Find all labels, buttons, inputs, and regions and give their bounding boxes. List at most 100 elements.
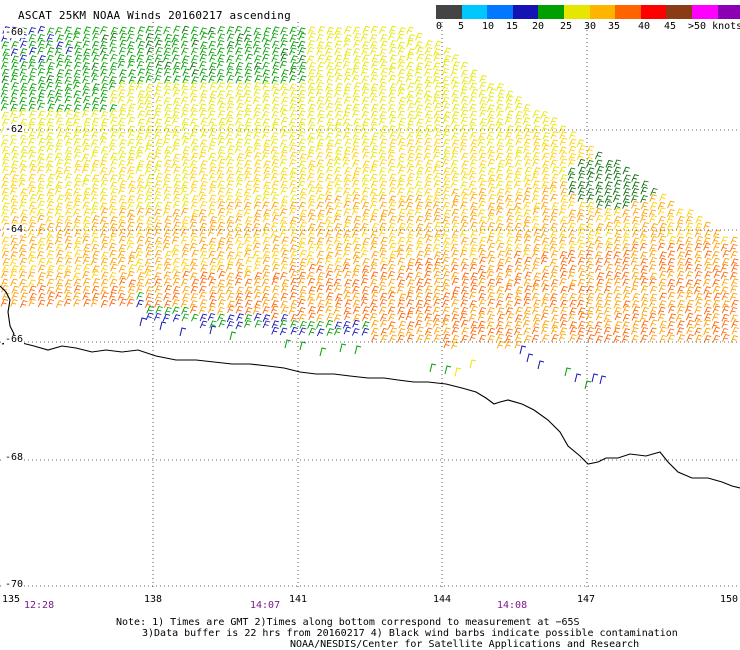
wind-barb: [244, 265, 253, 274]
wind-barb: [478, 307, 487, 315]
wind-barb: [371, 250, 379, 259]
wind-barb: [694, 327, 702, 336]
wind-barb: [73, 200, 81, 209]
wind-barb: [146, 61, 154, 70]
wind-barb: [379, 158, 387, 167]
wind-barb: [244, 68, 253, 77]
wind-barb: [325, 47, 333, 56]
wind-barb: [613, 271, 622, 280]
wind-barb: [118, 235, 127, 244]
wind-barb: [406, 187, 415, 195]
wind-barb: [335, 293, 343, 302]
wind-barb: [181, 215, 190, 224]
wind-barb: [280, 53, 288, 62]
wind-barb: [406, 139, 415, 147]
wind-barb: [361, 179, 370, 188]
wind-barb: [145, 228, 154, 237]
wind-barb: [244, 62, 253, 71]
wind-barb: [596, 223, 604, 231]
wind-barb: [677, 306, 685, 314]
wind-barb: [298, 118, 307, 126]
wind-barb: [307, 200, 316, 209]
wind-barb: [262, 222, 271, 231]
wind-barb: [397, 103, 406, 112]
wind-barb: [334, 97, 343, 106]
wind-barb: [9, 109, 18, 118]
wind-barb: [135, 34, 144, 42]
note-line-3: NOAA/NESDIS/Center for Satellite Applica…: [290, 639, 640, 650]
wind-barb: [585, 223, 594, 231]
wind-barb: [226, 173, 235, 181]
wind-barb: [433, 264, 441, 272]
wind-barb: [225, 207, 234, 216]
wind-barb: [136, 47, 145, 56]
wind-barb: [38, 272, 46, 280]
wind-barb: [270, 230, 279, 239]
wind-barb: [108, 82, 117, 90]
wind-barb: [343, 230, 351, 238]
wind-barb: [190, 47, 199, 56]
wind-barb: [389, 334, 397, 343]
wind-barb: [568, 243, 577, 251]
wind-barb: [352, 131, 361, 140]
wind-barb: [234, 223, 243, 231]
wind-barb: [280, 173, 288, 182]
wind-barb: [191, 69, 199, 77]
wind-barb: [189, 186, 198, 195]
wind-barb: [380, 236, 388, 245]
wind-barb: [253, 131, 261, 140]
wind-barb: [209, 292, 217, 300]
wind-barb: [307, 39, 316, 48]
wind-barb: [405, 74, 414, 83]
wind-barb: [81, 153, 90, 162]
wind-barb: [55, 284, 64, 293]
wind-barb: [496, 202, 504, 210]
wind-barb: [712, 257, 720, 266]
wind-barb: [37, 299, 46, 308]
wind-barb: [623, 181, 631, 189]
wind-barb: [343, 200, 351, 209]
wind-barb: [54, 81, 63, 90]
wind-barb: [254, 159, 262, 167]
wind-barb: [342, 258, 351, 266]
wind-barb: [469, 118, 477, 126]
wind-barb: [29, 83, 37, 91]
wind-barb: [37, 25, 46, 34]
wind-barb: [73, 278, 82, 287]
wind-barb: [190, 285, 199, 294]
wind-barb: [217, 90, 225, 98]
wind-barb: [280, 40, 288, 48]
wind-barb: [46, 144, 54, 153]
wind-barb: [542, 215, 550, 223]
wind-barb: [136, 284, 144, 293]
wind-barb: [677, 215, 685, 224]
wind-barb: [108, 144, 117, 153]
wind-barb: [425, 40, 433, 48]
wind-barb: [101, 34, 109, 43]
wind-barb: [90, 208, 99, 216]
wind-barb: [622, 194, 631, 203]
wind-barb: [199, 200, 208, 209]
wind-barb: [11, 82, 19, 90]
wind-barb: [614, 321, 622, 329]
wind-barb: [613, 221, 622, 230]
wind-barb: [533, 243, 541, 252]
wind-barb: [470, 88, 479, 97]
wind-barb: [559, 131, 567, 139]
wind-barb: [351, 145, 360, 153]
wind-barb: [434, 160, 442, 169]
wind-barb: [541, 223, 549, 231]
wind-barb: [11, 55, 19, 64]
wind-barb: [505, 90, 514, 99]
wind-barb: [559, 327, 568, 335]
wind-barb: [209, 180, 217, 189]
wind-barb: [514, 314, 523, 323]
wind-barb: [281, 96, 289, 105]
wind-barb: [100, 207, 109, 216]
wind-barb: [515, 306, 523, 315]
wind-barb: [495, 300, 504, 308]
wind-barb: [46, 242, 54, 251]
wind-barb: [253, 285, 262, 294]
wind-barb: [1, 180, 9, 189]
wind-barb: [127, 88, 135, 97]
